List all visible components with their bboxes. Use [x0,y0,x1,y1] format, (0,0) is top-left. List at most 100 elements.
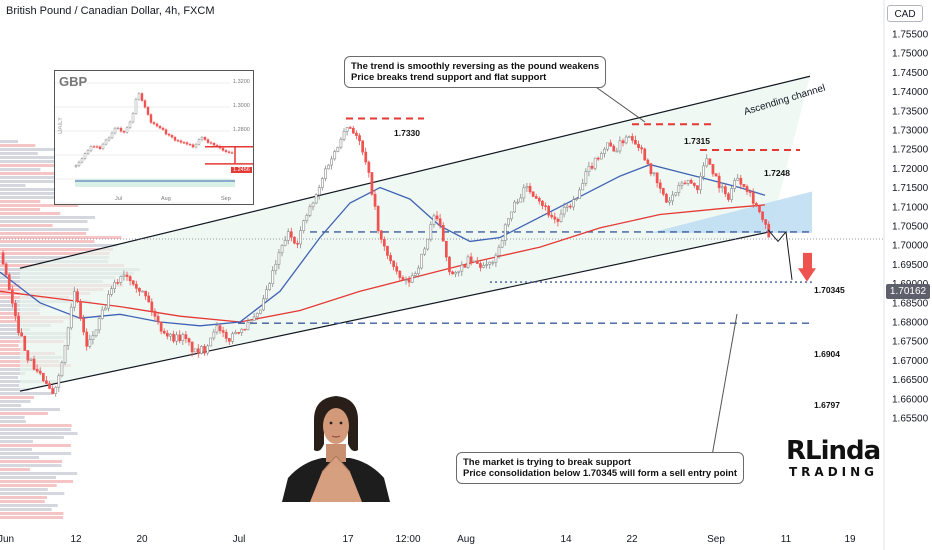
candle-body [215,325,219,333]
candle-body [305,215,309,222]
candle-body [727,193,730,200]
candle-body [581,183,585,191]
candle [166,330,169,340]
candle [525,182,529,192]
time-tick-label: 14 [560,534,572,545]
candle-body [286,231,290,241]
candle [320,176,324,191]
inset-candle [74,165,78,167]
candle [274,259,278,275]
candle [407,276,411,287]
candle-body [469,256,473,263]
time-tick-label: Sep [707,534,725,545]
candle [69,303,73,331]
candle-body [330,158,334,166]
candle-body [258,309,262,314]
candle [311,201,315,211]
candle [212,328,216,341]
candle [333,149,337,161]
candle [686,179,690,186]
candle-body [392,260,396,267]
chart-title: British Pound / Canadian Dollar, 4h, FXC… [6,5,215,17]
candle-body [730,188,733,200]
candle-body [435,215,439,220]
volume-profile-bar [0,384,20,387]
candle-body [668,200,671,203]
inset-candle [134,98,138,114]
candle-body [426,238,430,250]
volume-profile-bar [0,460,63,463]
candle-body [11,289,14,304]
candle [308,204,312,218]
candle-body [714,173,718,177]
candle [147,292,151,303]
inset-candle [200,137,204,140]
volume-profile-bar [0,376,19,379]
volume-profile-bar [0,188,74,191]
volume-profile-bar [0,488,48,491]
candle-body [289,231,293,238]
candle [249,318,253,325]
candle-body [116,282,120,284]
candle-body [370,172,374,195]
candle-body [231,333,234,342]
candle [503,223,507,246]
time-tick-label: Jun [0,534,14,545]
candle-body [475,260,479,264]
volume-profile-bar [0,472,78,475]
currency-button[interactable]: CAD [887,5,923,22]
candle [494,252,498,268]
candle [348,125,352,129]
candle-body [525,185,529,189]
candle-body [575,198,578,200]
candle-body [389,255,392,262]
candle [683,180,687,185]
volume-profile-bar [0,228,89,231]
candle-body [293,236,296,244]
candle-body [17,315,20,334]
candle [29,358,33,361]
candle [510,211,513,222]
inset-candle [104,139,108,145]
candle [643,147,647,161]
candle [668,196,671,206]
candle-body [637,143,640,149]
candle [500,239,504,249]
candle [271,266,275,288]
inset-candle [101,143,105,149]
volume-profile-bar [0,164,68,167]
inset-candle [203,137,207,140]
price-tick-label: 1.75500 [892,30,929,41]
candle [14,299,17,321]
candle [100,306,104,320]
candle [26,350,30,364]
volume-profile-bar [0,224,53,227]
inset-candle [209,142,213,144]
candle [717,172,721,193]
candle [209,337,213,347]
candle-body [228,338,231,342]
inset-candle [212,143,216,146]
candle-body [336,146,340,152]
price-tick-label: 1.72500 [892,145,929,156]
inset-price-label: 1.3200 [233,79,250,85]
candle [438,213,442,229]
candle-body [451,271,454,275]
candle [429,221,433,242]
candle-body [237,332,241,334]
inset-x-tick: Sep [221,196,231,202]
candle [432,213,436,228]
candle-body [404,279,408,282]
inset-candle [176,140,180,142]
candle-body [661,188,665,195]
candle-body [565,205,569,208]
candle [711,164,715,177]
candle-body [224,331,228,339]
candle-body [708,158,712,165]
inset-candle [182,142,186,144]
candle [568,203,572,210]
candle [739,174,743,190]
channel-area [20,76,810,392]
candle-body [550,214,554,218]
volume-profile-bar [0,396,34,399]
